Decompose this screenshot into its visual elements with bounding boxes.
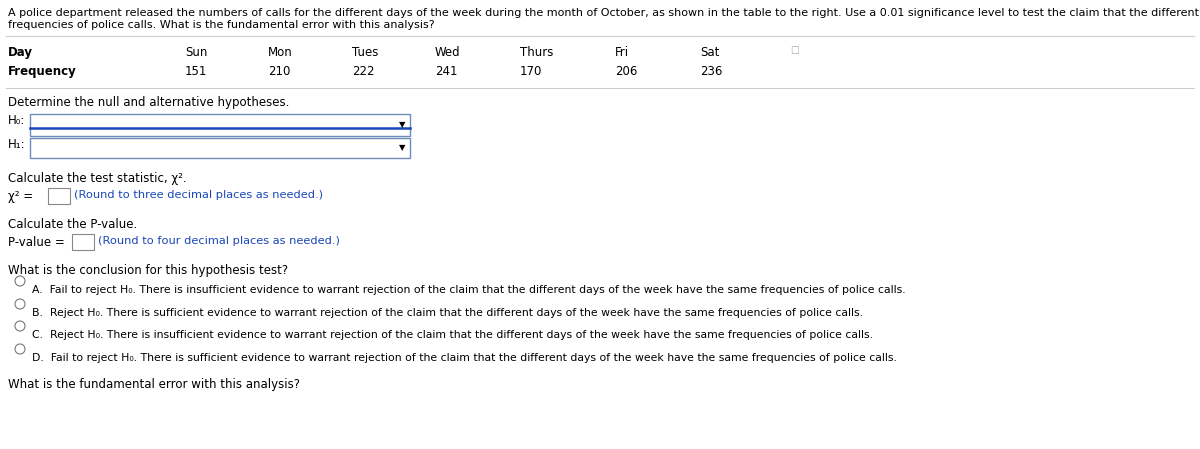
Text: Sat: Sat (700, 46, 719, 59)
Text: B.  Reject H₀. There is sufficient evidence to warrant rejection of the claim th: B. Reject H₀. There is sufficient eviden… (32, 308, 863, 318)
Circle shape (14, 276, 25, 286)
Text: (Round to three decimal places as needed.): (Round to three decimal places as needed… (74, 190, 323, 200)
Circle shape (14, 344, 25, 354)
Text: Thurs: Thurs (520, 46, 553, 59)
Text: Fri: Fri (616, 46, 629, 59)
Text: Day: Day (8, 46, 34, 59)
Text: 206: 206 (616, 65, 637, 78)
Text: H₀:: H₀: (8, 114, 25, 127)
Text: Calculate the test statistic, χ².: Calculate the test statistic, χ². (8, 172, 187, 185)
Circle shape (14, 299, 25, 309)
FancyBboxPatch shape (30, 138, 410, 158)
Circle shape (14, 321, 25, 331)
FancyBboxPatch shape (48, 188, 70, 204)
Text: 210: 210 (268, 65, 290, 78)
Text: χ² =: χ² = (8, 190, 34, 203)
Text: 236: 236 (700, 65, 722, 78)
Text: What is the fundamental error with this analysis?: What is the fundamental error with this … (8, 378, 300, 391)
Text: Sun: Sun (185, 46, 208, 59)
Text: A police department released the numbers of calls for the different days of the : A police department released the numbers… (8, 8, 1200, 18)
Text: C.  Reject H₀. There is insufficient evidence to warrant rejection of the claim : C. Reject H₀. There is insufficient evid… (32, 330, 874, 340)
Text: ▼: ▼ (398, 144, 406, 153)
Text: H₁:: H₁: (8, 138, 25, 151)
Text: A.  Fail to reject H₀. There is insufficient evidence to warrant rejection of th: A. Fail to reject H₀. There is insuffici… (32, 285, 906, 295)
Text: Wed: Wed (436, 46, 461, 59)
Text: ▼: ▼ (398, 120, 406, 129)
Text: Tues: Tues (352, 46, 378, 59)
Text: Determine the null and alternative hypotheses.: Determine the null and alternative hypot… (8, 96, 289, 109)
Text: 151: 151 (185, 65, 208, 78)
Text: What is the conclusion for this hypothesis test?: What is the conclusion for this hypothes… (8, 264, 288, 277)
Text: (Round to four decimal places as needed.): (Round to four decimal places as needed.… (98, 236, 340, 246)
Text: 241: 241 (436, 65, 457, 78)
FancyBboxPatch shape (72, 234, 94, 250)
Text: Frequency: Frequency (8, 65, 77, 78)
Text: D.  Fail to reject H₀. There is sufficient evidence to warrant rejection of the : D. Fail to reject H₀. There is sufficien… (32, 353, 896, 363)
Text: P-value =: P-value = (8, 236, 65, 249)
Text: Mon: Mon (268, 46, 293, 59)
Text: Calculate the P-value.: Calculate the P-value. (8, 218, 137, 231)
Text: ☐: ☐ (790, 46, 799, 56)
FancyBboxPatch shape (30, 114, 410, 136)
Text: frequencies of police calls. What is the fundamental error with this analysis?: frequencies of police calls. What is the… (8, 20, 434, 30)
Text: 170: 170 (520, 65, 542, 78)
Text: 222: 222 (352, 65, 374, 78)
